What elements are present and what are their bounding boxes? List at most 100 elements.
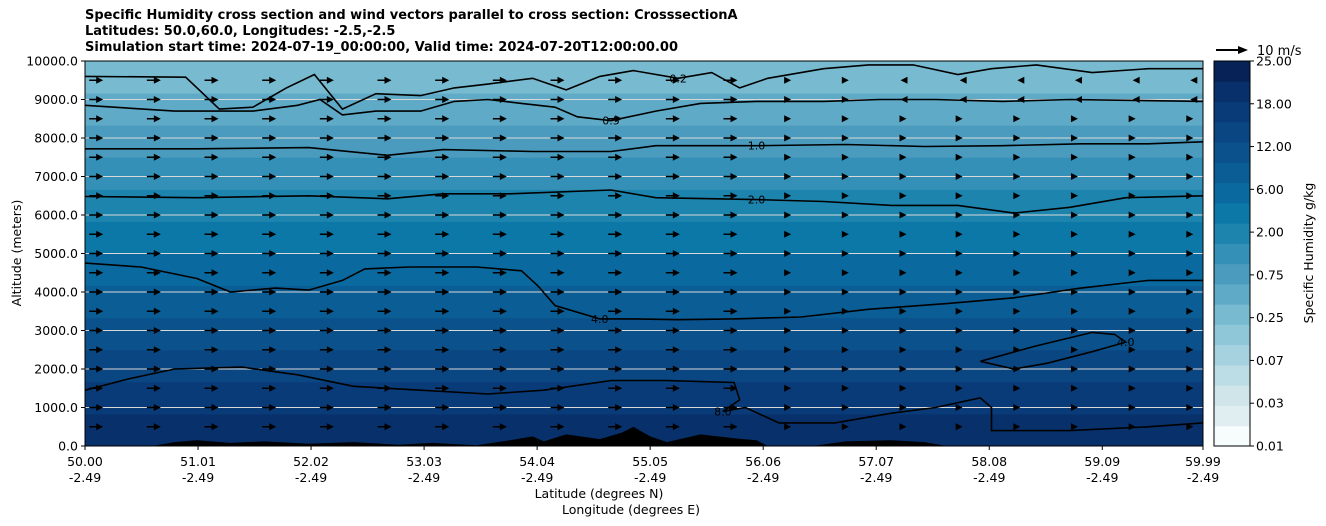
wind-vector bbox=[89, 346, 104, 354]
wind-vector bbox=[955, 192, 963, 200]
wind-vector bbox=[262, 404, 277, 411]
wind-vector bbox=[955, 269, 963, 277]
wind-vector bbox=[492, 250, 507, 257]
wind-vector bbox=[89, 327, 104, 334]
wind-vector bbox=[89, 250, 104, 257]
wind-vector bbox=[723, 211, 738, 219]
wind-vector bbox=[955, 365, 963, 373]
wind-vector bbox=[319, 423, 334, 431]
wind-vector bbox=[550, 307, 565, 315]
wind-vector bbox=[435, 365, 450, 373]
wind-vector bbox=[204, 134, 219, 142]
contour-label: 0.2 bbox=[669, 72, 687, 85]
wind-vector bbox=[204, 307, 219, 315]
wind-vector bbox=[262, 346, 277, 354]
colorbar-tick-label: 0.75 bbox=[1256, 267, 1284, 282]
wind-vector bbox=[492, 115, 507, 123]
wind-vector bbox=[550, 269, 565, 277]
wind-vector bbox=[492, 404, 507, 411]
wind-vector bbox=[899, 192, 907, 200]
y-tick-label: 4000.0 bbox=[34, 285, 78, 300]
wind-vector bbox=[146, 365, 161, 373]
wind-vector bbox=[1070, 269, 1078, 277]
wind-vector bbox=[1186, 365, 1194, 373]
contour-line-2.0 bbox=[85, 189, 1203, 214]
wind-vector bbox=[204, 173, 219, 180]
x-tick-label-lat: 54.04 bbox=[519, 454, 555, 469]
wind-vector bbox=[377, 96, 392, 103]
wind-vector bbox=[899, 230, 907, 238]
wind-vector bbox=[665, 346, 680, 354]
wind-vector bbox=[1128, 269, 1136, 277]
x-tick-label-lon: -2.49 bbox=[973, 470, 1005, 485]
humidity-band bbox=[85, 381, 1203, 415]
wind-vector bbox=[550, 288, 565, 296]
wind-vector bbox=[723, 365, 738, 373]
wind-key-label: 10 m/s bbox=[1257, 44, 1302, 59]
wind-vector bbox=[1128, 346, 1136, 354]
humidity-band bbox=[85, 253, 1203, 287]
contour-label: 2.0 bbox=[748, 194, 766, 207]
wind-vector bbox=[1132, 76, 1140, 84]
colorbar: 0.01 0.03 0.07 0.25 0.75 2.00 6.00 12.00 18.00 25… bbox=[1213, 54, 1292, 454]
y-tick-label: 5000.0 bbox=[34, 246, 78, 261]
colorbar-segment bbox=[1214, 405, 1250, 427]
wind-vector bbox=[1013, 384, 1021, 392]
contour-label: 4.0 bbox=[591, 313, 609, 326]
wind-vector bbox=[1070, 365, 1078, 373]
wind-vector bbox=[435, 173, 450, 180]
wind-vector bbox=[550, 327, 565, 334]
wind-vector bbox=[89, 404, 104, 411]
wind-vector bbox=[492, 346, 507, 354]
wind-vector bbox=[435, 423, 450, 431]
wind-vector bbox=[435, 134, 450, 142]
wind-vector bbox=[146, 134, 161, 142]
x-tick-label-lon: -2.49 bbox=[295, 470, 327, 485]
wind-vector bbox=[784, 76, 792, 84]
wind-vector bbox=[1186, 327, 1194, 334]
contour-label: 8.0 bbox=[714, 405, 732, 418]
wind-vector bbox=[146, 269, 161, 277]
wind-vector bbox=[959, 76, 967, 84]
wind-vector bbox=[784, 250, 792, 257]
contour-label: 0.5 bbox=[602, 115, 620, 128]
wind-vector bbox=[262, 423, 277, 431]
wind-vector bbox=[1190, 76, 1198, 84]
wind-vector bbox=[1128, 211, 1136, 219]
colorbar-tick-label: 12.00 bbox=[1256, 139, 1292, 154]
wind-vector bbox=[435, 327, 450, 334]
wind-vector bbox=[319, 115, 334, 123]
wind-vector bbox=[899, 327, 907, 334]
wind-vector bbox=[204, 115, 219, 123]
wind-vector bbox=[146, 327, 161, 334]
wind-vector bbox=[146, 153, 161, 161]
wind-vector bbox=[784, 173, 792, 180]
wind-vector bbox=[841, 404, 849, 411]
y-axis: 0.0 1000.0 2000.0 3000.0 4000.0 5000.0 6000.0 7… bbox=[26, 54, 85, 454]
humidity-band bbox=[85, 125, 1203, 158]
wind-vector bbox=[146, 346, 161, 354]
wind-vector bbox=[1070, 230, 1078, 238]
y-tick-label: 7000.0 bbox=[34, 169, 78, 184]
wind-vector bbox=[723, 250, 738, 257]
wind-vector bbox=[89, 115, 104, 123]
wind-vector bbox=[1186, 134, 1194, 142]
wind-vector bbox=[319, 134, 334, 142]
wind-vector bbox=[723, 153, 738, 161]
wind-vector bbox=[319, 404, 334, 411]
wind-vector bbox=[435, 115, 450, 123]
x-tick-label-lon: -2.49 bbox=[1086, 470, 1118, 485]
wind-vector bbox=[665, 365, 680, 373]
wind-vector bbox=[608, 153, 623, 161]
x-tick-label-lat: 51.01 bbox=[180, 454, 216, 469]
wind-vector bbox=[435, 346, 450, 354]
wind-vector bbox=[784, 404, 792, 411]
wind-vector bbox=[550, 423, 565, 431]
wind-vector bbox=[665, 423, 680, 431]
wind-vector bbox=[377, 404, 392, 411]
wind-vector bbox=[608, 211, 623, 219]
wind-vector bbox=[262, 384, 277, 392]
wind-vector bbox=[1013, 327, 1021, 334]
wind-vector bbox=[1070, 384, 1078, 392]
wind-vector bbox=[955, 307, 963, 315]
